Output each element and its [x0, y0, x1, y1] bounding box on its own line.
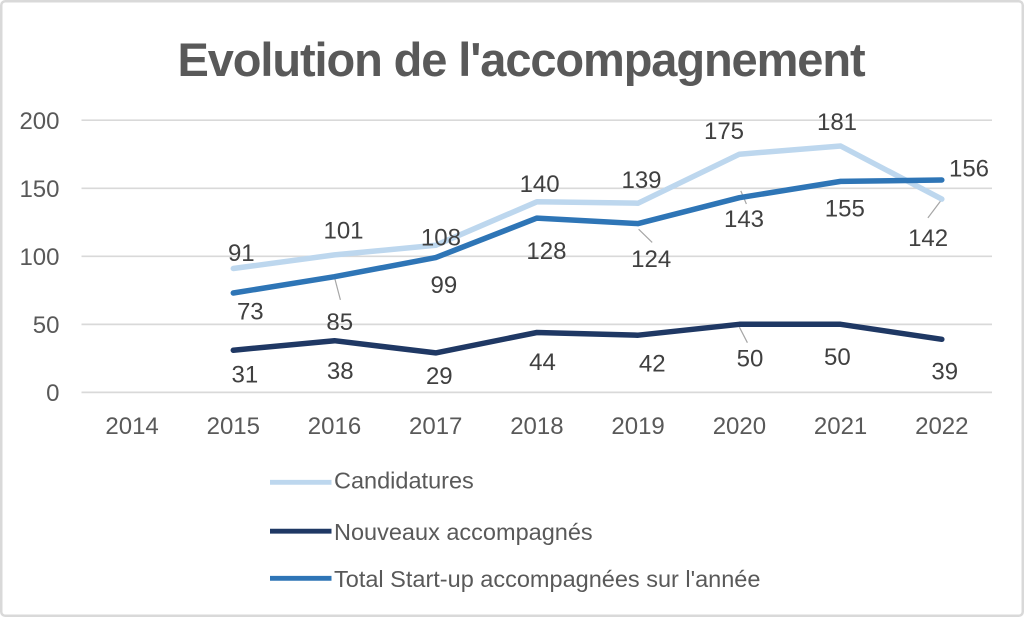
svg-text:142: 142	[908, 225, 948, 252]
svg-text:108: 108	[421, 224, 461, 251]
svg-text:42: 42	[639, 351, 666, 378]
svg-text:Evolution de l'accompagnement: Evolution de l'accompagnement	[177, 33, 865, 86]
svg-text:143: 143	[724, 206, 764, 233]
svg-text:128: 128	[526, 238, 566, 265]
svg-text:73: 73	[237, 298, 264, 325]
svg-text:2019: 2019	[611, 413, 664, 440]
svg-text:2016: 2016	[308, 413, 361, 440]
svg-text:2018: 2018	[510, 413, 563, 440]
svg-text:150: 150	[19, 176, 59, 203]
svg-text:155: 155	[825, 195, 865, 222]
svg-text:2020: 2020	[713, 413, 766, 440]
svg-text:124: 124	[631, 246, 671, 273]
svg-text:Total Start-up accompagnées su: Total Start-up accompagnées sur l'année	[334, 566, 760, 592]
svg-text:50: 50	[33, 312, 60, 339]
svg-text:2017: 2017	[409, 413, 462, 440]
svg-text:2022: 2022	[915, 413, 968, 440]
svg-text:50: 50	[824, 344, 851, 371]
svg-text:39: 39	[931, 359, 958, 386]
svg-text:200: 200	[19, 108, 59, 135]
svg-text:2021: 2021	[814, 413, 867, 440]
svg-text:140: 140	[520, 171, 560, 198]
svg-text:29: 29	[426, 363, 453, 390]
svg-text:139: 139	[621, 167, 661, 194]
svg-text:Nouveaux accompagnés: Nouveaux accompagnés	[334, 519, 593, 545]
svg-text:31: 31	[232, 361, 259, 388]
svg-text:0: 0	[46, 380, 59, 407]
svg-text:44: 44	[529, 349, 556, 376]
svg-text:181: 181	[817, 109, 857, 136]
svg-text:85: 85	[326, 309, 353, 336]
svg-text:91: 91	[228, 240, 255, 267]
svg-text:101: 101	[323, 218, 363, 245]
svg-text:50: 50	[737, 345, 764, 372]
svg-text:99: 99	[431, 272, 458, 299]
svg-text:2015: 2015	[207, 413, 260, 440]
svg-text:156: 156	[949, 155, 989, 182]
svg-text:Candidatures: Candidatures	[334, 468, 474, 494]
svg-text:175: 175	[704, 118, 744, 145]
svg-text:2014: 2014	[105, 413, 158, 440]
svg-text:100: 100	[19, 244, 59, 271]
svg-text:38: 38	[327, 358, 354, 385]
